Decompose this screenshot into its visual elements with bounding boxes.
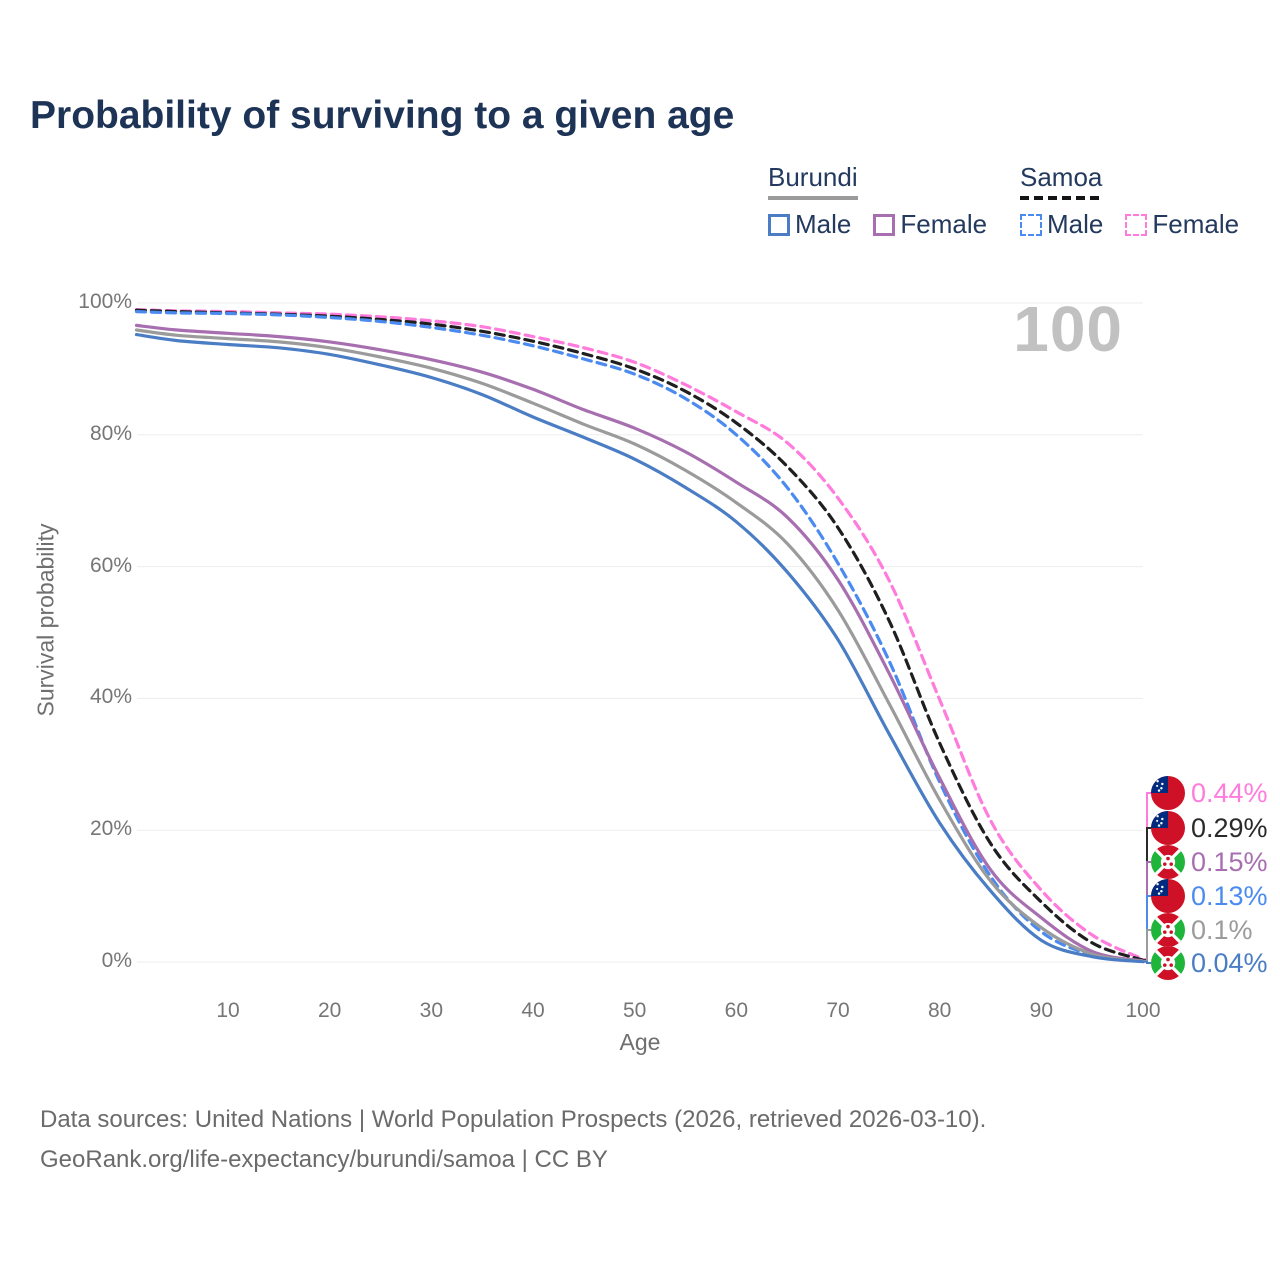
age-watermark: 100 — [1013, 293, 1123, 365]
legend-label: Female — [1152, 209, 1240, 239]
legend-country-burundi: Burundi — [768, 162, 858, 192]
end-label-value: 0.29% — [1191, 812, 1268, 843]
burundi-flag-icon — [1151, 946, 1185, 980]
burundi-flag-icon — [1151, 913, 1185, 947]
end-label-value: 0.04% — [1191, 947, 1268, 978]
legend-item-samoa-male[interactable]: Male — [1020, 209, 1103, 240]
series-line-burundi-total[interactable] — [134, 328, 1145, 963]
end-label-row-burundi-female: 0.15% — [1151, 844, 1268, 880]
x-tick-label: 70 — [826, 999, 850, 1022]
y-tick-label: 80% — [89, 421, 132, 445]
end-label-row-samoa-total: 0.29% — [1151, 810, 1268, 846]
burundi-flag-icon — [1151, 845, 1185, 879]
y-tick-label: 40% — [89, 685, 132, 709]
end-label-row-burundi-male: 0.04% — [1151, 945, 1268, 981]
samoa-flag-icon — [1151, 776, 1185, 810]
legend-underline-samoa-dashed — [1020, 196, 1102, 200]
legend-underline-burundi-solid — [768, 196, 858, 200]
samoa-female-swatch-icon — [1125, 213, 1148, 236]
end-label-value: 0.15% — [1191, 846, 1268, 877]
x-axis-title: Age — [619, 1029, 661, 1055]
y-tick-label: 60% — [89, 553, 132, 577]
series-line-burundi-male[interactable] — [134, 333, 1145, 964]
legend-label: Male — [795, 209, 852, 239]
x-tick-label: 90 — [1029, 999, 1054, 1022]
burundi-male-swatch-icon — [768, 213, 790, 236]
legend-item-burundi-male[interactable]: Male — [768, 209, 851, 240]
samoa-male-swatch-icon — [1020, 213, 1042, 236]
page-title: Probability of surviving to a given age — [30, 94, 735, 137]
end-label-value: 0.44% — [1191, 777, 1268, 808]
burundi-female-swatch-icon — [873, 213, 896, 236]
legend-label: Male — [1047, 209, 1104, 239]
samoa-flag-icon — [1151, 879, 1185, 913]
x-tick-label: 50 — [622, 999, 647, 1022]
footer-attribution: GeoRank.org/life-expectancy/burundi/samo… — [40, 1146, 608, 1173]
legend-country-samoa: Samoa — [1020, 162, 1103, 192]
y-tick-label: 20% — [89, 817, 132, 841]
legend-group-samoa: Samoa Male Female — [1020, 162, 1239, 240]
end-label-value: 0.13% — [1191, 880, 1268, 911]
x-tick-label: 40 — [521, 999, 545, 1022]
x-tick-label: 20 — [317, 999, 342, 1022]
end-label-value: 0.1% — [1191, 914, 1253, 945]
x-tick-label: 30 — [419, 999, 444, 1022]
x-tick-label: 100 — [1125, 999, 1161, 1022]
end-label-row-samoa-male: 0.13% — [1151, 878, 1268, 914]
y-tick-label: 0% — [101, 949, 132, 972]
y-tick-label: 100% — [78, 290, 132, 313]
x-tick-label: 60 — [724, 999, 749, 1022]
series-line-samoa-female[interactable] — [134, 308, 1145, 961]
x-tick-label: 80 — [927, 999, 952, 1022]
legend-item-samoa-female[interactable]: Female — [1125, 209, 1239, 240]
series-line-samoa-total[interactable] — [134, 308, 1145, 962]
footer-data-sources: Data sources: United Nations | World Pop… — [40, 1106, 987, 1133]
legend-item-burundi-female[interactable]: Female — [873, 209, 987, 240]
series-line-burundi-female[interactable] — [134, 323, 1145, 963]
samoa-flag-icon — [1151, 811, 1185, 845]
legend-label: Female — [900, 209, 988, 239]
legend-group-burundi: Burundi Male Female — [768, 162, 987, 240]
end-label-row-samoa-female: 0.44% — [1151, 775, 1268, 811]
end-label-leader — [1143, 960, 1152, 964]
end-label-row-burundi-total: 0.1% — [1151, 912, 1253, 948]
series-line-samoa-male[interactable] — [134, 310, 1145, 963]
x-tick-label: 10 — [216, 999, 240, 1022]
